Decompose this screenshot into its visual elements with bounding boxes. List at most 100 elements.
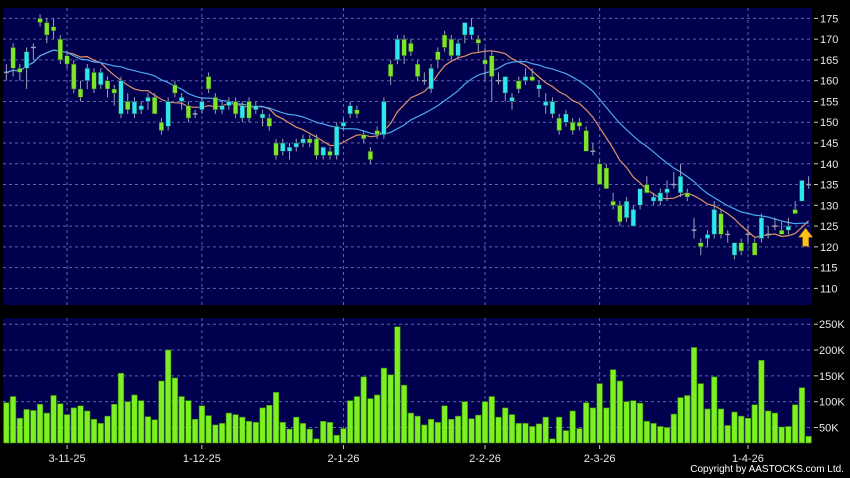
volume-bar xyxy=(37,403,44,444)
price-tick-label: 165 xyxy=(820,55,838,67)
volume-bar xyxy=(3,402,10,444)
candle-body xyxy=(165,101,171,127)
volume-bar xyxy=(576,428,583,444)
candle-body xyxy=(414,63,421,77)
volume-bar xyxy=(252,422,259,444)
candle-body xyxy=(522,76,529,81)
candle-body xyxy=(408,43,414,52)
volume-bar xyxy=(522,423,529,444)
candle-body xyxy=(10,47,16,69)
moving-average-20-line xyxy=(6,49,809,225)
candle-body xyxy=(367,151,374,160)
volume-bar xyxy=(468,418,475,444)
candle-body xyxy=(84,67,90,81)
volume-bar xyxy=(367,398,374,444)
volume-bar xyxy=(165,349,172,444)
candle-body xyxy=(125,101,131,111)
volume-bar xyxy=(185,400,192,444)
volume-bar xyxy=(212,424,219,444)
candle-body xyxy=(462,22,468,36)
candle-body xyxy=(286,146,293,152)
volume-bar xyxy=(23,409,30,444)
candle-body xyxy=(226,101,232,106)
volume-bar xyxy=(57,403,64,444)
price-tick-label: 150 xyxy=(820,117,838,129)
volume-bar xyxy=(30,410,37,444)
volume-bar xyxy=(434,422,441,444)
volume-bar xyxy=(515,423,522,444)
volume-bar xyxy=(117,372,125,444)
candle-body xyxy=(603,167,610,189)
volume-bar xyxy=(792,404,799,444)
price-tick-label: 110 xyxy=(820,283,838,295)
volume-bar xyxy=(225,412,232,444)
volume-bar xyxy=(677,397,684,444)
volume-bar xyxy=(562,430,569,444)
candle-body xyxy=(44,22,50,36)
volume-bar xyxy=(690,347,698,444)
volume-bar xyxy=(380,367,387,444)
candle-body xyxy=(698,242,704,248)
volume-bar xyxy=(151,419,158,444)
candle-body xyxy=(273,142,279,156)
volume-bar xyxy=(556,416,563,444)
candle-body xyxy=(374,130,380,135)
date-tick-label: 2-1-26 xyxy=(328,453,360,465)
volume-bar xyxy=(529,426,536,444)
candle-body xyxy=(704,234,711,239)
volume-bar xyxy=(313,438,320,444)
price-tick-label: 115 xyxy=(820,263,838,275)
candle-body xyxy=(219,105,225,111)
volume-bar xyxy=(104,415,111,444)
volume-bar xyxy=(657,426,664,444)
candle-body xyxy=(185,105,192,119)
candle-body xyxy=(644,184,650,194)
candle-body xyxy=(118,80,124,115)
candle-body xyxy=(684,192,690,198)
price-tick-label: 135 xyxy=(820,180,838,192)
volume-bar xyxy=(10,396,17,444)
volume-bar xyxy=(340,428,347,444)
candle-body xyxy=(334,126,340,156)
candle-body xyxy=(475,38,481,44)
volume-bar xyxy=(239,416,246,444)
volume-bar xyxy=(697,383,704,444)
candle-body xyxy=(792,209,798,214)
candle-body xyxy=(206,76,212,90)
volume-bar xyxy=(637,402,644,444)
volume-bar xyxy=(266,404,273,444)
candle-body xyxy=(657,192,663,202)
volume-bar xyxy=(643,421,650,444)
candle-body xyxy=(179,97,185,102)
volume-bar xyxy=(77,405,84,444)
candle-body xyxy=(172,84,178,94)
volume-bar xyxy=(326,422,334,444)
candle-body xyxy=(253,105,259,111)
candle-body xyxy=(307,138,313,144)
candle-body xyxy=(549,101,556,115)
candle-body xyxy=(509,97,515,102)
candle-body xyxy=(563,113,569,123)
volume-bar xyxy=(454,415,462,444)
candle-body xyxy=(23,51,30,69)
date-tick-label: 2-2-26 xyxy=(469,453,501,465)
volume-bar xyxy=(306,428,313,444)
volume-bar xyxy=(481,401,489,444)
price-panel xyxy=(3,8,812,305)
volume-bar xyxy=(630,400,637,444)
volume-bar xyxy=(441,405,448,444)
volume-bar xyxy=(421,424,428,444)
date-tick-label: 3-11-25 xyxy=(48,453,85,465)
candle-body xyxy=(152,97,158,115)
candle-body xyxy=(576,121,583,127)
volume-bar xyxy=(549,438,556,444)
volume-bar xyxy=(738,415,745,444)
candle-body xyxy=(71,63,77,90)
volume-tick-label: 100K xyxy=(819,397,845,409)
candle-body xyxy=(785,225,792,231)
volume-bar xyxy=(589,407,596,444)
candle-body xyxy=(98,72,104,86)
volume-bar xyxy=(205,415,212,444)
date-tick-label: 2-3-26 xyxy=(584,453,616,465)
candle-body xyxy=(718,213,724,235)
